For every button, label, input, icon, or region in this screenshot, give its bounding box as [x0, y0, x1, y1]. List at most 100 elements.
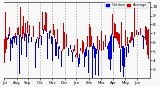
Bar — [78, 58, 79, 67]
Bar — [72, 52, 73, 62]
Bar — [115, 24, 116, 38]
Bar — [103, 41, 104, 50]
Bar — [42, 12, 43, 30]
Legend: Outdoor, Average: Outdoor, Average — [105, 2, 148, 8]
Bar — [67, 38, 68, 47]
Bar — [132, 32, 133, 40]
Bar — [94, 46, 95, 58]
Bar — [122, 46, 123, 66]
Bar — [128, 44, 129, 53]
Bar — [114, 23, 115, 38]
Bar — [23, 16, 24, 34]
Bar — [51, 36, 52, 44]
Bar — [93, 43, 94, 49]
Bar — [83, 41, 84, 52]
Bar — [21, 37, 22, 55]
Bar — [54, 30, 55, 38]
Bar — [17, 28, 18, 35]
Bar — [125, 30, 126, 46]
Bar — [131, 32, 132, 41]
Bar — [57, 29, 58, 44]
Bar — [99, 40, 100, 50]
Bar — [111, 34, 112, 59]
Bar — [145, 26, 146, 40]
Bar — [40, 35, 41, 36]
Bar — [143, 31, 144, 37]
Bar — [105, 35, 106, 47]
Bar — [53, 24, 54, 35]
Bar — [74, 45, 75, 51]
Bar — [70, 45, 71, 49]
Bar — [138, 32, 139, 35]
Bar — [9, 27, 10, 36]
Bar — [58, 47, 59, 59]
Bar — [16, 36, 17, 46]
Bar — [127, 37, 128, 46]
Bar — [76, 53, 77, 55]
Bar — [118, 33, 119, 44]
Bar — [18, 27, 19, 35]
Bar — [100, 50, 101, 53]
Bar — [52, 37, 53, 61]
Bar — [124, 48, 125, 67]
Bar — [13, 36, 14, 39]
Bar — [96, 26, 97, 48]
Bar — [36, 39, 37, 43]
Bar — [148, 29, 149, 59]
Bar — [10, 38, 11, 61]
Bar — [37, 37, 38, 38]
Bar — [101, 31, 102, 51]
Bar — [27, 21, 28, 33]
Bar — [119, 34, 120, 48]
Bar — [130, 37, 131, 43]
Bar — [4, 39, 5, 63]
Bar — [64, 32, 65, 49]
Bar — [126, 47, 127, 57]
Bar — [136, 29, 137, 35]
Bar — [25, 23, 26, 37]
Bar — [68, 48, 69, 56]
Bar — [39, 22, 40, 39]
Bar — [43, 29, 44, 34]
Bar — [113, 36, 114, 52]
Bar — [8, 34, 9, 39]
Bar — [108, 43, 109, 59]
Bar — [142, 35, 143, 37]
Bar — [77, 39, 78, 58]
Bar — [120, 49, 121, 72]
Bar — [59, 46, 60, 49]
Bar — [90, 27, 91, 47]
Bar — [107, 46, 108, 49]
Bar — [135, 38, 136, 45]
Bar — [144, 37, 145, 38]
Bar — [44, 25, 45, 30]
Bar — [146, 27, 147, 45]
Bar — [26, 34, 27, 57]
Bar — [55, 39, 56, 56]
Bar — [47, 33, 48, 59]
Bar — [112, 14, 113, 35]
Bar — [139, 34, 140, 48]
Bar — [45, 12, 46, 31]
Bar — [80, 48, 81, 51]
Bar — [5, 12, 6, 53]
Bar — [66, 34, 67, 47]
Bar — [22, 26, 23, 39]
Bar — [35, 42, 36, 68]
Bar — [121, 22, 122, 48]
Bar — [56, 42, 57, 56]
Bar — [116, 32, 117, 39]
Bar — [6, 37, 7, 49]
Bar — [110, 36, 111, 70]
Bar — [12, 37, 13, 48]
Bar — [134, 7, 135, 37]
Bar — [69, 46, 70, 55]
Bar — [91, 36, 92, 46]
Bar — [50, 30, 51, 33]
Bar — [109, 41, 110, 60]
Bar — [62, 49, 63, 51]
Bar — [129, 40, 130, 43]
Bar — [97, 36, 98, 50]
Bar — [73, 49, 74, 52]
Bar — [102, 52, 103, 55]
